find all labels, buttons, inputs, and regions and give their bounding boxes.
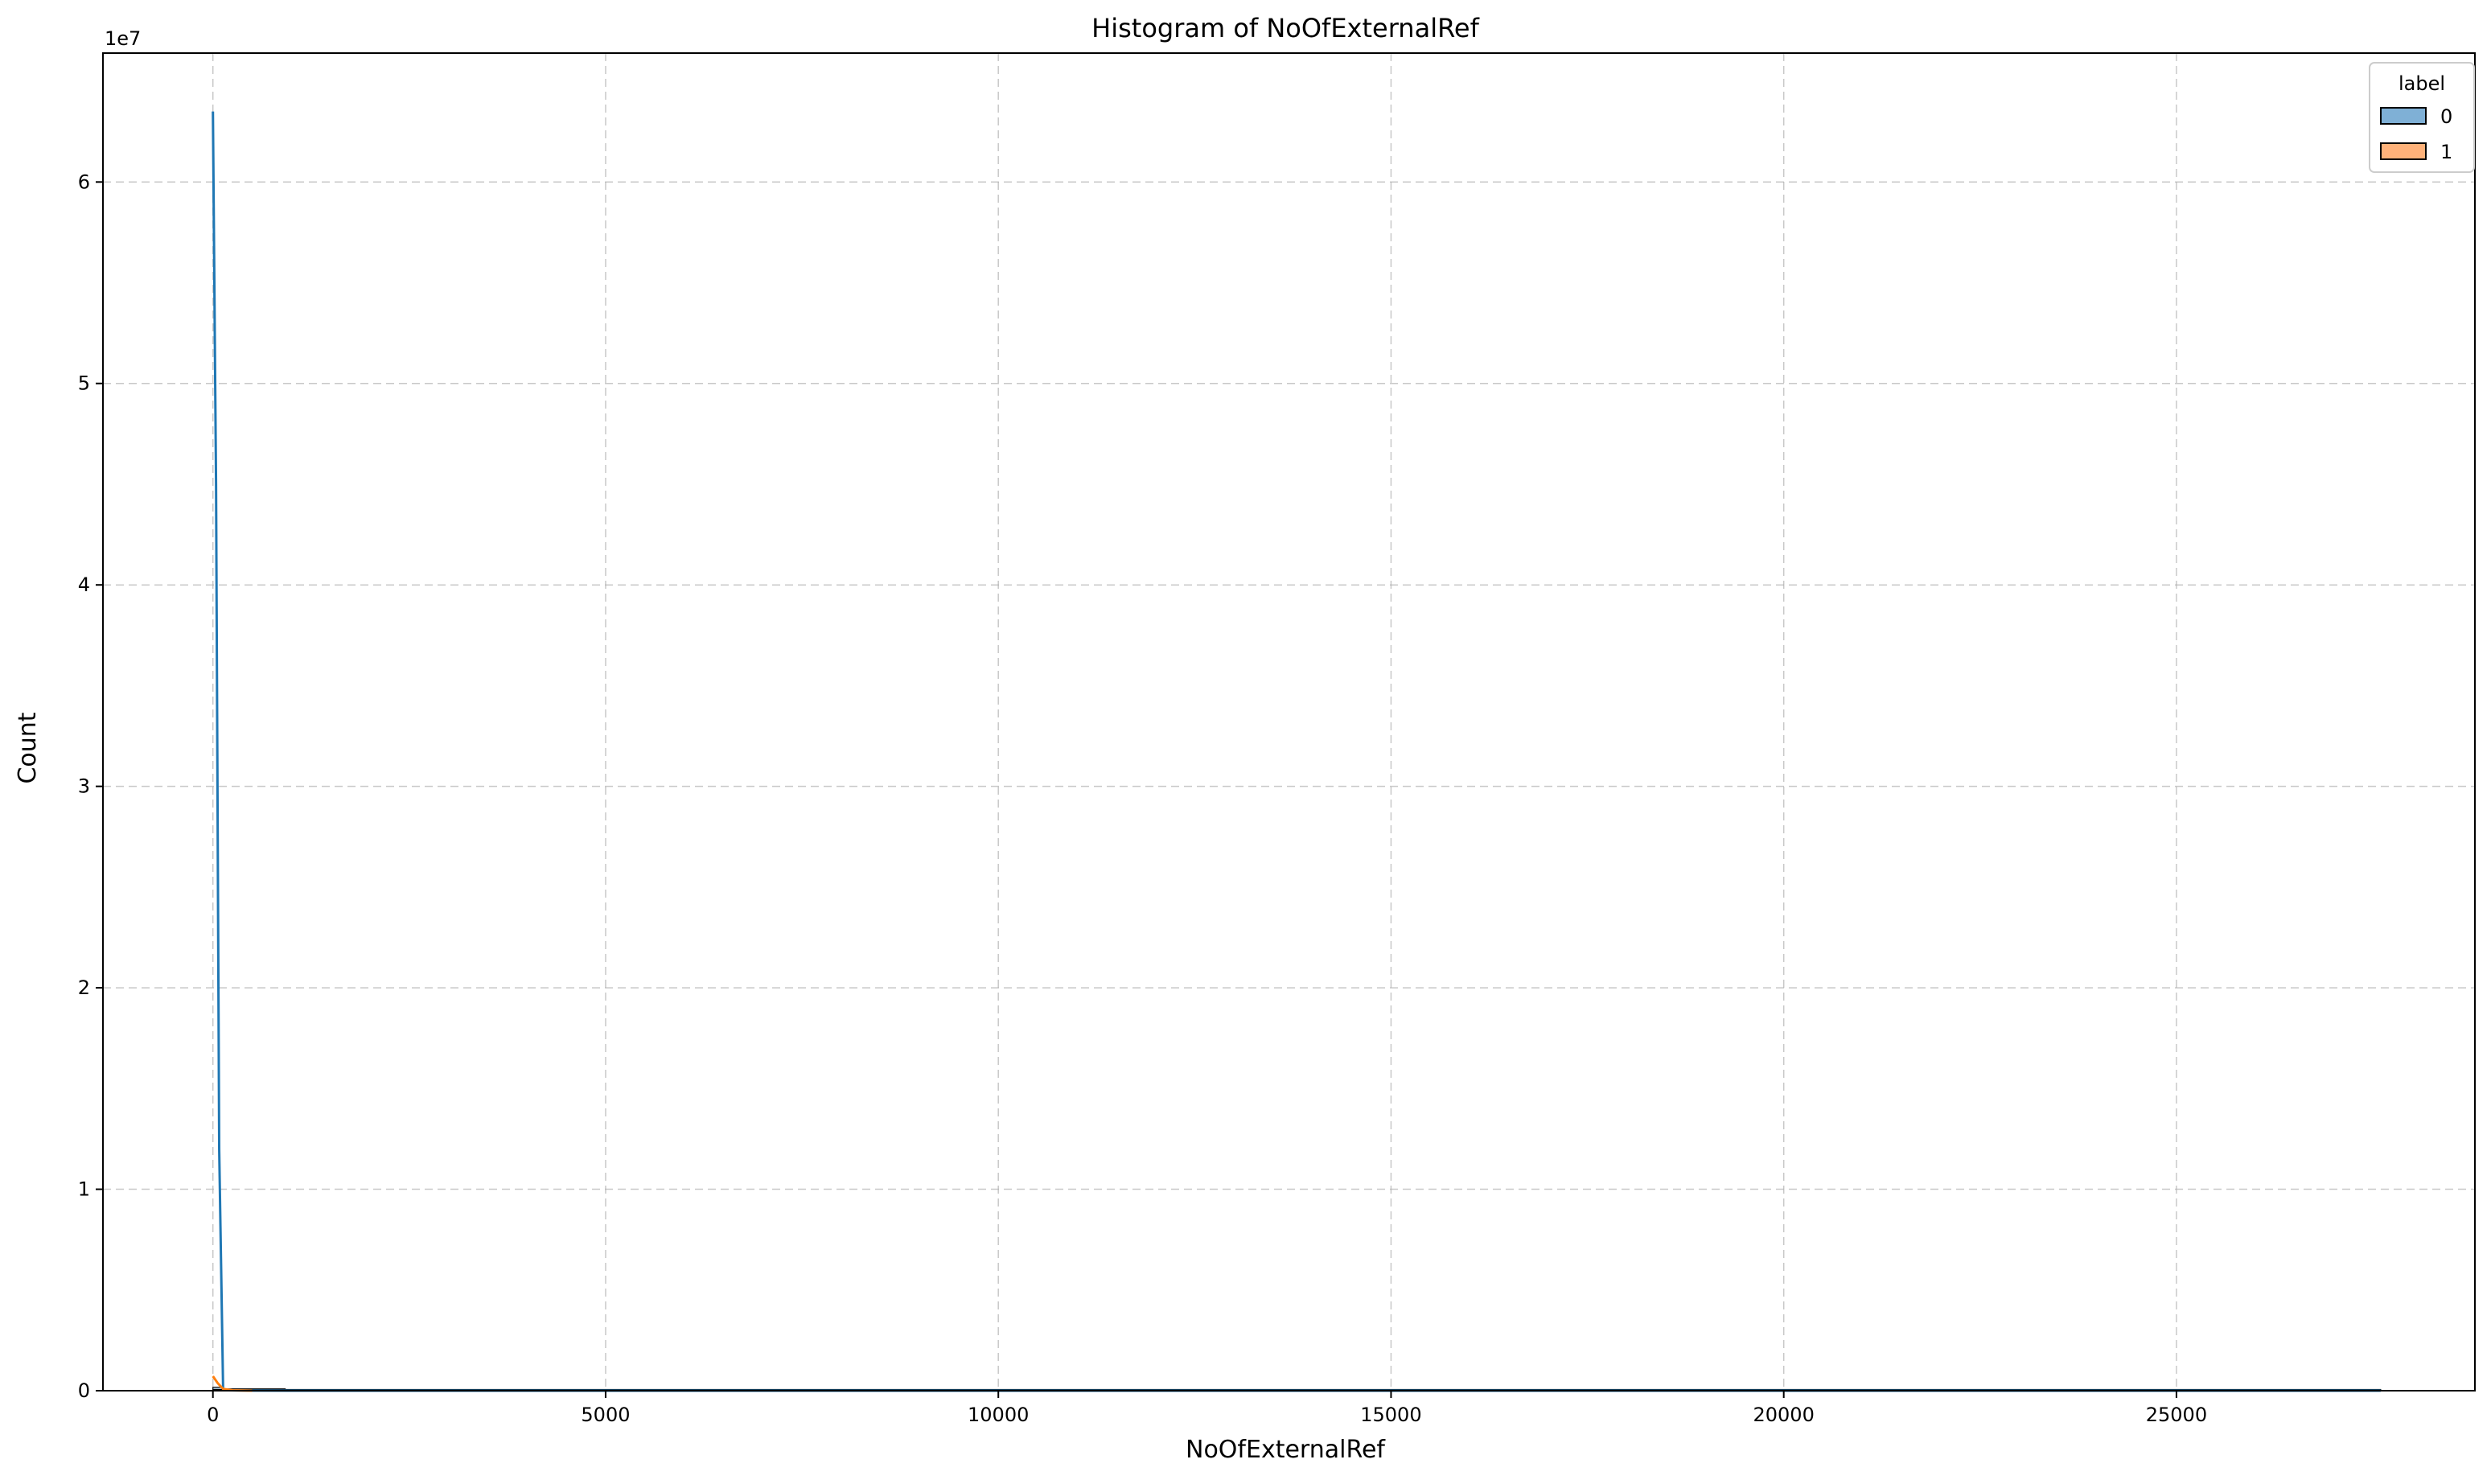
- legend-label-0: 0: [2440, 105, 2452, 128]
- legend-title: label: [2399, 72, 2445, 95]
- y-axis-offset-text: 1e7: [105, 27, 141, 50]
- x-tick-label-1: 5000: [581, 1404, 630, 1426]
- plot-frame: [102, 52, 2476, 1392]
- legend-swatch-0: [2380, 107, 2427, 125]
- legend-label-1: 1: [2440, 141, 2452, 163]
- y-tick-label-4: 4: [78, 573, 90, 596]
- y-tick-label-1: 1: [78, 1178, 90, 1201]
- y-tick-label-3: 3: [78, 775, 90, 798]
- ticks-layer: 0 5000 10000 15000 20000 25000 0 1 2 3 4 5 6: [78, 171, 2207, 1426]
- x-tick-label-2: 10000: [968, 1404, 1029, 1426]
- y-axis-label: Count: [14, 712, 42, 783]
- x-tick-label-4: 20000: [1753, 1404, 1815, 1426]
- y-tick-label-0: 0: [78, 1379, 90, 1402]
- x-tick-label-3: 15000: [1360, 1404, 1421, 1426]
- y-tick-label-5: 5: [78, 372, 90, 395]
- legend: label 0 1: [2369, 62, 2475, 173]
- y-tick-label-2: 2: [78, 976, 90, 999]
- x-tick-label-0: 0: [207, 1404, 219, 1426]
- legend-swatch-1: [2380, 142, 2427, 160]
- chart-title: Histogram of NoOfExternalRef: [1091, 13, 1479, 43]
- y-tick-label-6: 6: [78, 171, 90, 193]
- x-axis-label: NoOfExternalRef: [1186, 1436, 1386, 1464]
- x-tick-label-5: 25000: [2146, 1404, 2207, 1426]
